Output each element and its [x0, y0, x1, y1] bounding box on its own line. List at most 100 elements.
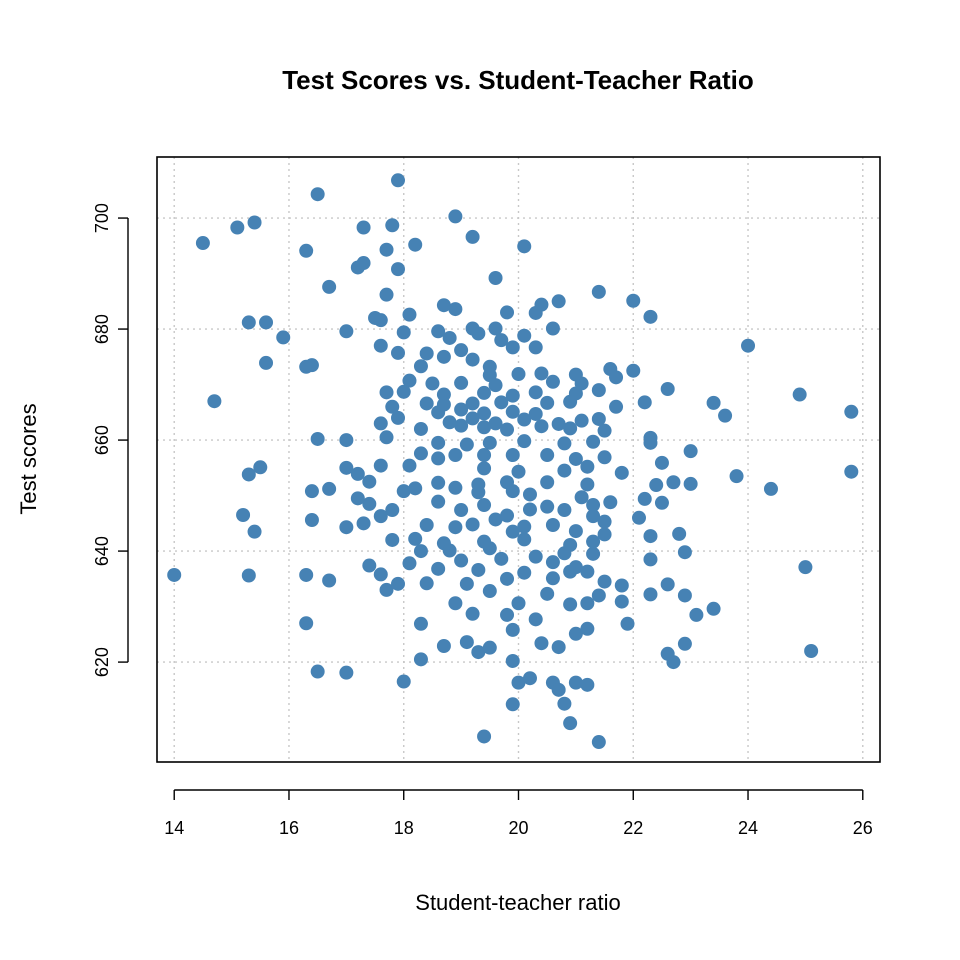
data-point: [436, 298, 451, 313]
data-point: [540, 586, 555, 601]
data-point: [580, 677, 595, 692]
data-point: [350, 491, 365, 506]
data-point: [729, 469, 744, 484]
data-point: [488, 378, 503, 393]
data-point: [236, 508, 251, 523]
data-point: [586, 534, 601, 549]
y-axis: 620 640 660 680 700: [92, 203, 129, 677]
data-point: [591, 383, 606, 398]
data-point: [431, 561, 446, 576]
data-point: [385, 503, 400, 518]
y-tick-label: 700: [92, 203, 112, 233]
data-point: [597, 514, 612, 529]
data-point: [528, 385, 543, 400]
data-point: [448, 448, 463, 463]
data-point: [614, 594, 629, 609]
data-point: [586, 509, 601, 524]
data-point: [557, 696, 572, 711]
data-point: [477, 498, 492, 513]
y-axis-label: Test scores: [16, 403, 41, 514]
data-point: [666, 655, 681, 670]
data-point: [614, 465, 629, 480]
data-point: [477, 385, 492, 400]
data-point: [591, 284, 606, 299]
data-point: [247, 215, 262, 230]
data-point: [563, 597, 578, 612]
data-point: [362, 496, 377, 511]
data-point: [167, 567, 182, 582]
data-point: [620, 616, 635, 631]
data-point: [517, 565, 532, 580]
x-tick-label: 16: [279, 818, 299, 838]
data-point: [718, 408, 733, 423]
data-point: [385, 399, 400, 414]
x-axis-label: Student-teacher ratio: [415, 890, 620, 915]
data-point: [299, 359, 314, 374]
data-point: [391, 410, 405, 425]
data-point: [614, 578, 629, 593]
data-point: [517, 532, 532, 547]
data-point: [706, 601, 721, 616]
data-point: [230, 220, 245, 235]
data-point: [568, 626, 583, 641]
data-point: [517, 328, 532, 343]
data-point: [528, 549, 543, 564]
data-point: [413, 652, 428, 667]
data-point: [241, 467, 256, 482]
data-point: [253, 460, 268, 475]
data-point: [339, 520, 354, 535]
data-point: [505, 653, 520, 668]
data-point: [391, 345, 405, 360]
data-point: [643, 309, 658, 324]
data-point: [683, 476, 698, 491]
data-point: [431, 494, 446, 509]
data-point: [545, 517, 560, 532]
data-point: [356, 516, 371, 531]
data-point: [517, 412, 532, 427]
data-point: [373, 509, 388, 524]
data-point: [471, 645, 486, 660]
data-point: [517, 239, 532, 254]
data-point: [477, 729, 492, 744]
data-point: [465, 517, 480, 532]
data-point: [586, 434, 601, 449]
data-point: [637, 491, 652, 506]
data-point: [442, 543, 457, 558]
data-point: [563, 421, 578, 436]
data-point: [385, 218, 400, 233]
data-point: [643, 552, 658, 567]
data-point: [500, 305, 515, 320]
data-point: [505, 524, 520, 539]
data-point: [436, 387, 451, 402]
data-point: [522, 502, 537, 517]
data-point: [500, 607, 515, 622]
data-point: [672, 526, 687, 541]
data-point: [379, 242, 394, 257]
data-point: [391, 576, 405, 591]
data-point: [448, 520, 463, 535]
data-point: [454, 375, 469, 390]
data-point: [459, 576, 474, 591]
data-point: [534, 636, 549, 651]
data-point: [494, 395, 509, 410]
data-point: [373, 313, 388, 328]
x-tick-label: 18: [394, 818, 414, 838]
data-point: [482, 584, 497, 599]
data-point: [677, 545, 692, 560]
data-point: [259, 315, 274, 330]
data-point: [557, 503, 572, 518]
data-point: [482, 435, 497, 450]
data-point: [551, 416, 566, 431]
data-point: [339, 324, 354, 339]
data-point: [488, 321, 503, 336]
x-tick-label: 26: [853, 818, 873, 838]
y-tick-label: 620: [92, 647, 112, 677]
data-point: [379, 385, 394, 400]
data-point: [528, 340, 543, 355]
data-point: [844, 464, 859, 479]
data-point: [603, 495, 618, 510]
y-tick-label: 660: [92, 425, 112, 455]
data-point: [310, 431, 325, 446]
data-point: [643, 587, 658, 602]
